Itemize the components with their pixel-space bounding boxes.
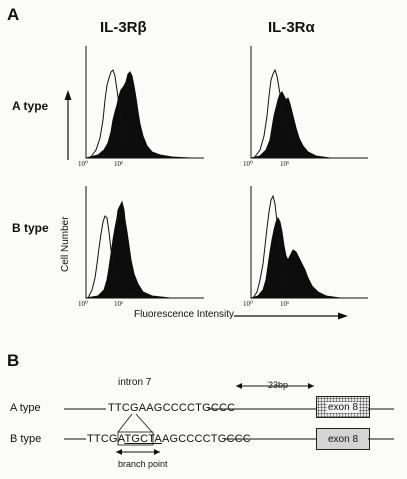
tick-label: 10⁰ <box>78 300 88 308</box>
column-title-il3rb: IL-3Rβ <box>100 19 147 36</box>
tick-label: 10¹ <box>280 300 290 308</box>
sequence-a-type-label: A type <box>10 402 41 414</box>
distance-arrow-left <box>236 383 242 389</box>
tick-label: 10¹ <box>114 300 124 308</box>
sequence-b-insert: TGCTA <box>124 433 162 445</box>
distance-arrow-right <box>308 383 314 389</box>
distance-label: 23bp <box>268 380 289 390</box>
sequence-b-suffix: AGCCCCTGCCC <box>161 433 251 445</box>
insertion-wedge-left <box>117 413 133 433</box>
insert-box <box>117 431 154 446</box>
histogram-a-beta-control <box>89 69 146 159</box>
histogram-a-alpha <box>250 46 368 159</box>
column-title-il3ra: IL-3Rα <box>268 19 315 36</box>
insertion-wedge-right <box>135 413 153 433</box>
tick-label: 10⁰ <box>243 300 253 308</box>
row-label-b-type: B type <box>12 221 49 235</box>
exon-8-label-a: exon 8 <box>326 401 360 413</box>
sequence-b-prefix: TTCGA <box>87 433 125 445</box>
histogram-a-beta-filled <box>85 71 191 159</box>
sequence-b-type: TTCGATGCTAAGCCCCTGCCC <box>87 434 251 445</box>
exon-8-box-a: exon 8 <box>316 396 370 418</box>
branch-point-arrow-left <box>116 449 122 455</box>
histogram-a-alpha-filled <box>250 91 331 159</box>
tick-label: 10⁰ <box>243 160 253 168</box>
histogram-b-alpha-filled <box>250 216 341 299</box>
panel-a-letter: A <box>7 5 20 24</box>
sequence-a-type: TTCGAAGCCCCTGCCC <box>108 402 236 414</box>
histogram-b-alpha-control <box>252 194 311 299</box>
y-axis-arrow-head <box>64 90 72 100</box>
tick-label: 10¹ <box>280 160 290 168</box>
exon-8-label-b: exon 8 <box>327 433 359 445</box>
histogram-b-beta-control <box>87 215 149 299</box>
x-axis-label: Fluorescence Intensity <box>134 309 235 320</box>
histogram-a-alpha-control <box>253 68 321 159</box>
histogram-b-alpha <box>250 186 368 299</box>
intron-label: intron 7 <box>118 377 152 388</box>
tick-label: 10⁰ <box>78 160 88 168</box>
sequence-b-type-label: B type <box>10 433 42 445</box>
histogram-a-beta <box>85 46 204 159</box>
branch-point-arrow-right <box>154 449 160 455</box>
tick-label: 10¹ <box>114 160 124 168</box>
row-label-a-type: A type <box>12 99 49 113</box>
branch-point-label: branch point <box>118 459 168 469</box>
histogram-b-beta <box>85 186 204 299</box>
histogram-b-beta-filled <box>85 200 171 299</box>
panel-b-letter: B <box>7 351 20 370</box>
x-axis-arrow-head <box>338 312 348 320</box>
